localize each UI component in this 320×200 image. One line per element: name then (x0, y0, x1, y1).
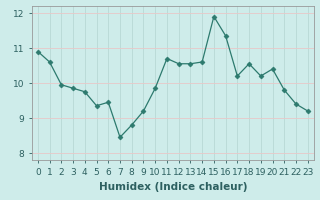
X-axis label: Humidex (Indice chaleur): Humidex (Indice chaleur) (99, 182, 247, 192)
